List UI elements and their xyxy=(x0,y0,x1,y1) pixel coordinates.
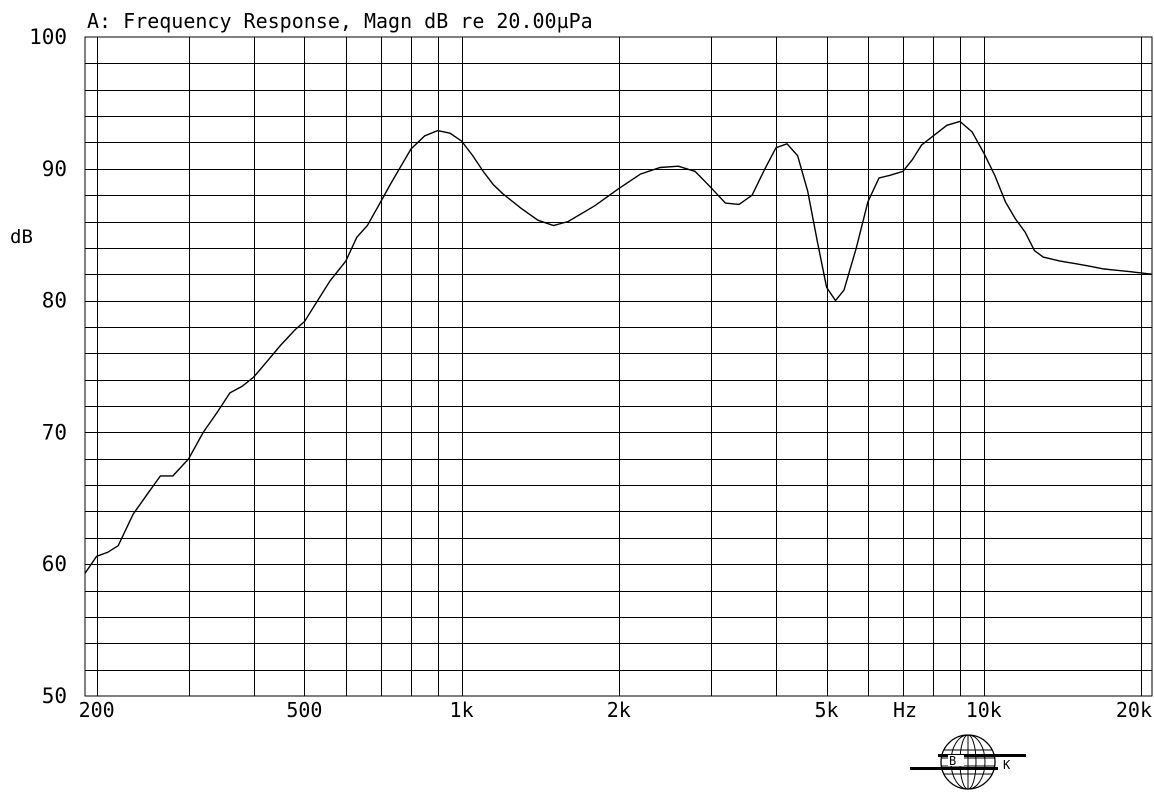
y-tick-label: 50 xyxy=(42,684,67,708)
x-tick-labels: 200 500 1k 2k 5k 10k 20k xyxy=(79,698,1152,722)
y-axis-label: dB xyxy=(10,226,33,248)
chart-title: A: Frequency Response, Magn dB re 20.00µ… xyxy=(87,9,593,33)
x-axis-label: Hz xyxy=(893,698,917,722)
y-tick-label: 90 xyxy=(42,157,67,181)
y-tick-label: 100 xyxy=(29,25,67,49)
response-curve-line-0 xyxy=(84,120,1153,574)
logo-letter-k: K xyxy=(1003,758,1011,772)
y-tick-labels: 100 90 80 70 60 50 xyxy=(29,25,67,708)
x-tick-label: 10k xyxy=(966,698,1002,722)
x-tick-label: 1k xyxy=(450,698,474,722)
grid-lines xyxy=(85,37,1152,696)
y-tick-label: 70 xyxy=(42,420,67,444)
response-curve-series xyxy=(84,120,1153,574)
logo-letter-b: B xyxy=(949,754,956,768)
x-tick-label: 200 xyxy=(79,698,115,722)
x-tick-label: 500 xyxy=(286,698,322,722)
y-tick-label: 60 xyxy=(42,552,67,576)
x-tick-label: 5k xyxy=(815,698,839,722)
x-tick-label: 2k xyxy=(607,698,631,722)
x-tick-label: 20k xyxy=(1116,698,1152,722)
y-tick-label: 80 xyxy=(42,289,67,313)
bk-globe-logo: B K xyxy=(910,734,1026,790)
plot-frame xyxy=(84,36,1153,697)
